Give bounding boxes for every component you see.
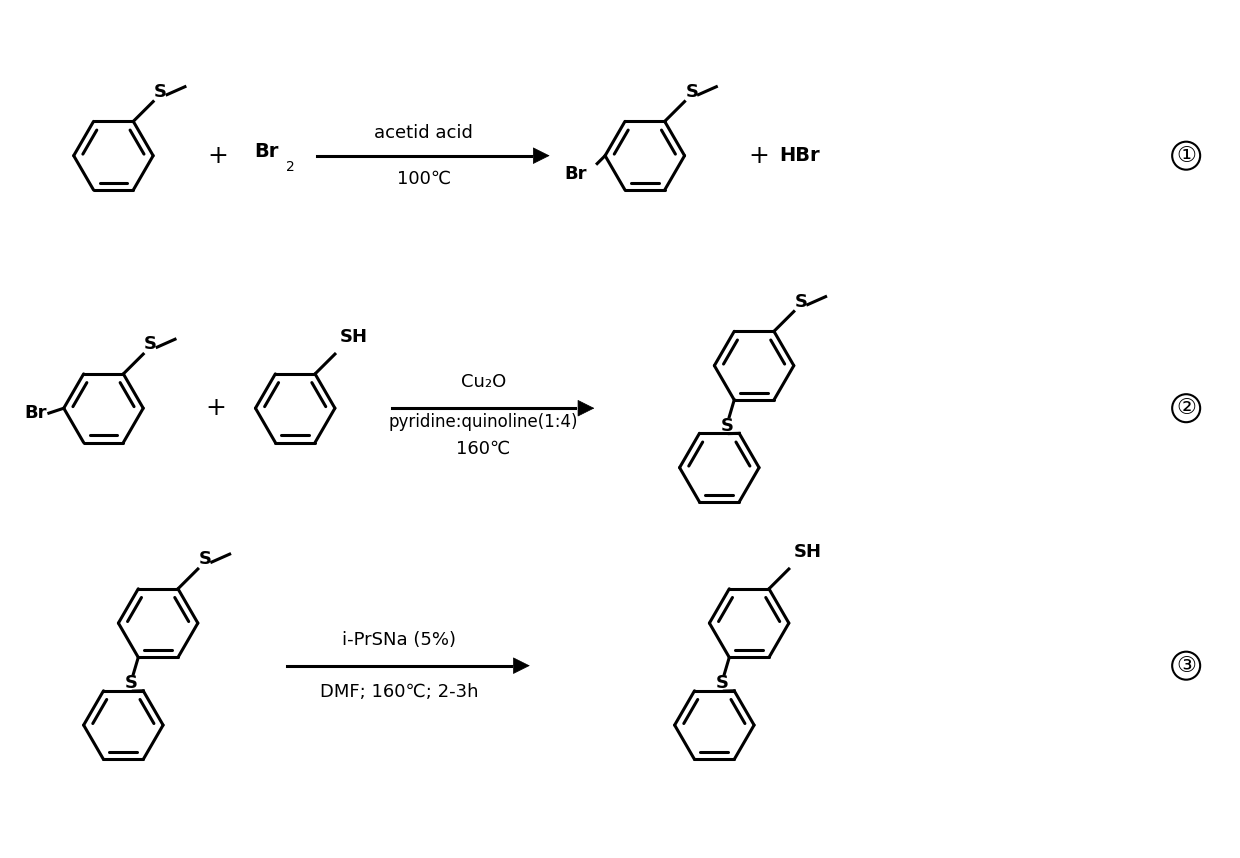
Text: S: S	[144, 335, 157, 353]
Text: S: S	[198, 550, 212, 568]
Text: +: +	[207, 143, 228, 167]
Text: pyridine:quinoline(1:4): pyridine:quinoline(1:4)	[388, 414, 578, 432]
Text: HBr: HBr	[779, 146, 820, 166]
Text: ②: ②	[1177, 398, 1197, 418]
Text: SH: SH	[340, 328, 368, 346]
Text: DMF; 160℃; 2-3h: DMF; 160℃; 2-3h	[320, 682, 479, 700]
Text: S: S	[715, 674, 729, 692]
Text: 160℃: 160℃	[456, 440, 511, 458]
Text: Br: Br	[254, 142, 279, 161]
Text: Cu₂O: Cu₂O	[461, 373, 506, 391]
Text: ①: ①	[1177, 146, 1197, 166]
Text: SH: SH	[794, 543, 822, 561]
Text: +: +	[749, 143, 770, 167]
Text: S: S	[795, 293, 807, 311]
Text: S: S	[154, 82, 167, 100]
Text: +: +	[206, 396, 226, 420]
Text: Br: Br	[564, 165, 588, 183]
Text: 100℃: 100℃	[397, 170, 451, 188]
Text: S: S	[720, 417, 734, 435]
Text: 2: 2	[285, 160, 295, 173]
Text: S: S	[686, 82, 698, 100]
Text: ③: ③	[1177, 656, 1197, 676]
Text: i-PrSNa (5%): i-PrSNa (5%)	[342, 631, 456, 649]
Text: acetid acid: acetid acid	[374, 124, 474, 142]
Text: Br: Br	[25, 404, 47, 422]
Text: S: S	[125, 674, 138, 692]
